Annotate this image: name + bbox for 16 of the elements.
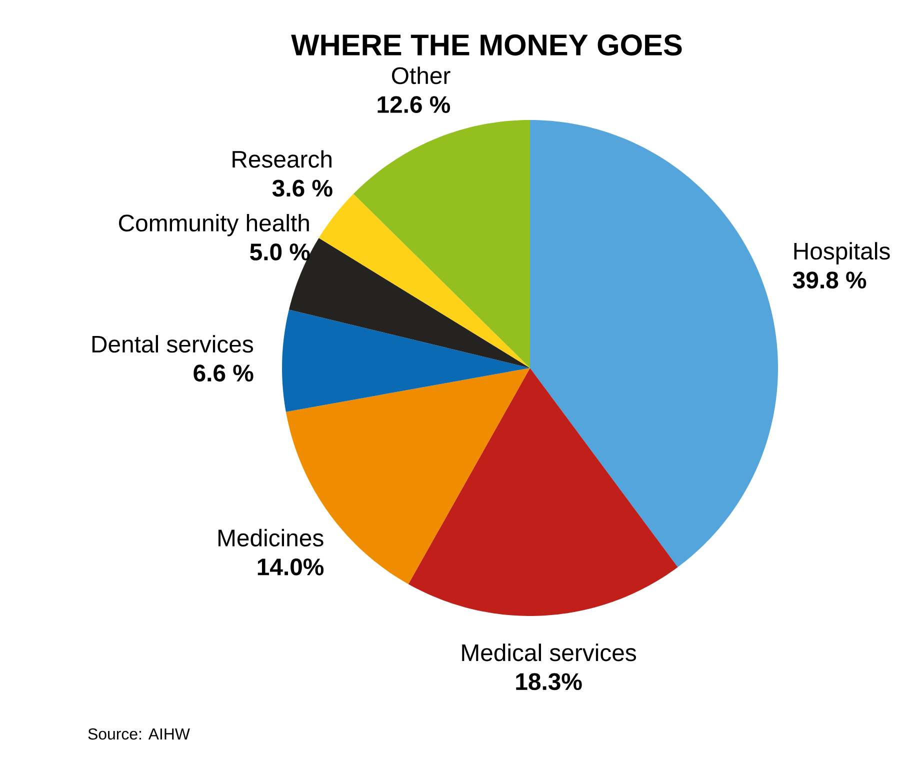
source-note: Source: AIHW	[88, 728, 190, 740]
data-label: 6.6 %	[194, 364, 254, 382]
slice-label: Medicines	[218, 528, 324, 546]
slice-label: Research	[232, 150, 332, 168]
data-label: 18.3%	[516, 673, 582, 690]
slice-label: Community health	[119, 214, 309, 236]
chart-title: WHERE THE MONEY GOES	[291, 34, 682, 56]
data-label: 39.8 %	[792, 272, 866, 289]
slice-label: Medical services	[462, 644, 636, 662]
data-label: 12.6 %	[378, 96, 450, 114]
slice-label: Other	[392, 66, 450, 84]
data-label: 5.0 %	[250, 244, 310, 260]
data-label: 14.0%	[258, 558, 324, 576]
slice-label: Hospitals	[794, 242, 890, 264]
slice-label: Dental services	[92, 335, 254, 353]
data-label: 3.6 %	[272, 180, 332, 197]
